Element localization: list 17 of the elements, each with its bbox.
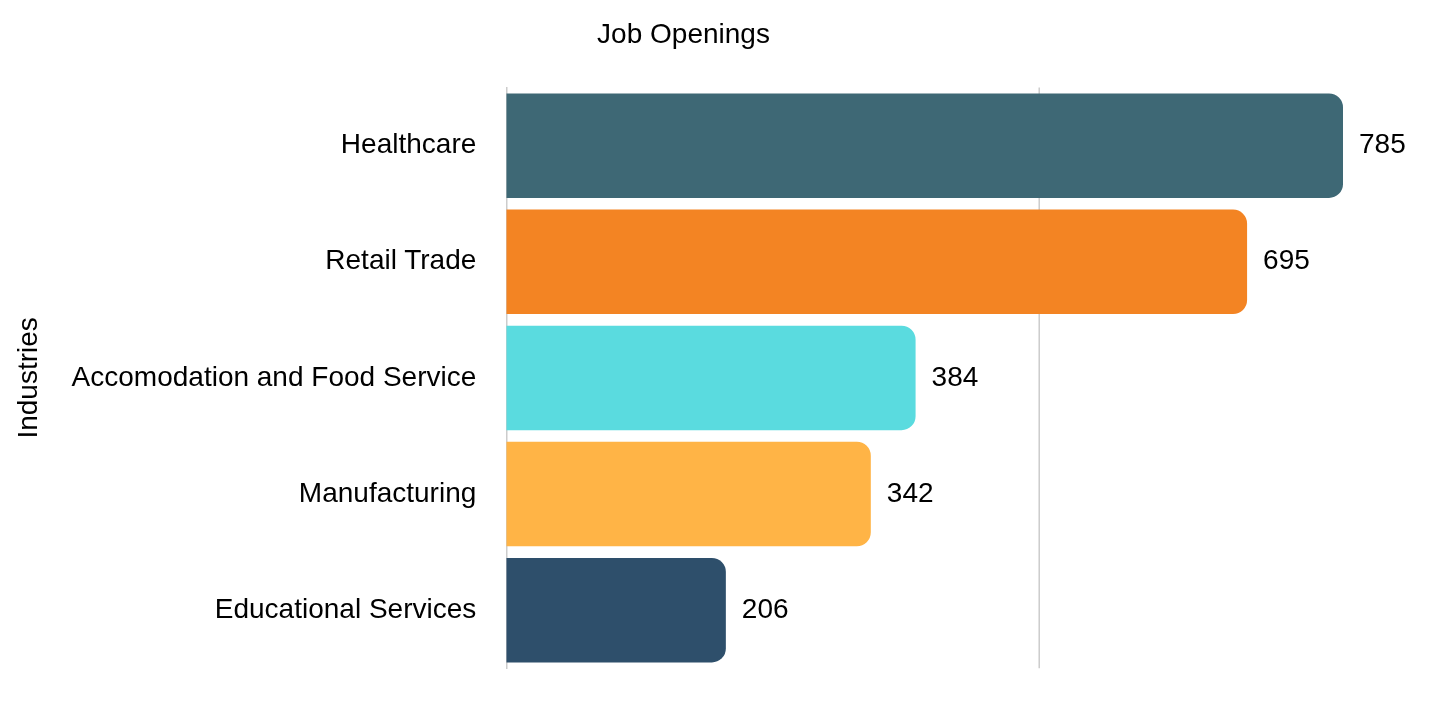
chart-title: Job Openings: [597, 17, 770, 49]
data-label: 206: [741, 592, 789, 624]
y-axis-title: Industries: [11, 317, 43, 439]
data-label: 384: [931, 360, 979, 392]
data-label: 785: [1359, 128, 1406, 160]
y-tick-label: Educational Services: [214, 592, 477, 624]
bar: [506, 325, 916, 431]
y-tick-label: Healthcare: [340, 128, 477, 160]
bar: [506, 441, 871, 547]
bar: [506, 209, 1248, 315]
data-label: 695: [1263, 244, 1310, 276]
data-label: 342: [886, 476, 934, 508]
y-tick-label: Retail Trade: [325, 244, 477, 276]
y-tick-label: Accomodation and Food Service: [71, 360, 477, 392]
y-tick-label: Manufacturing: [298, 476, 477, 508]
bar: [506, 557, 726, 663]
bar: [506, 93, 1344, 198]
